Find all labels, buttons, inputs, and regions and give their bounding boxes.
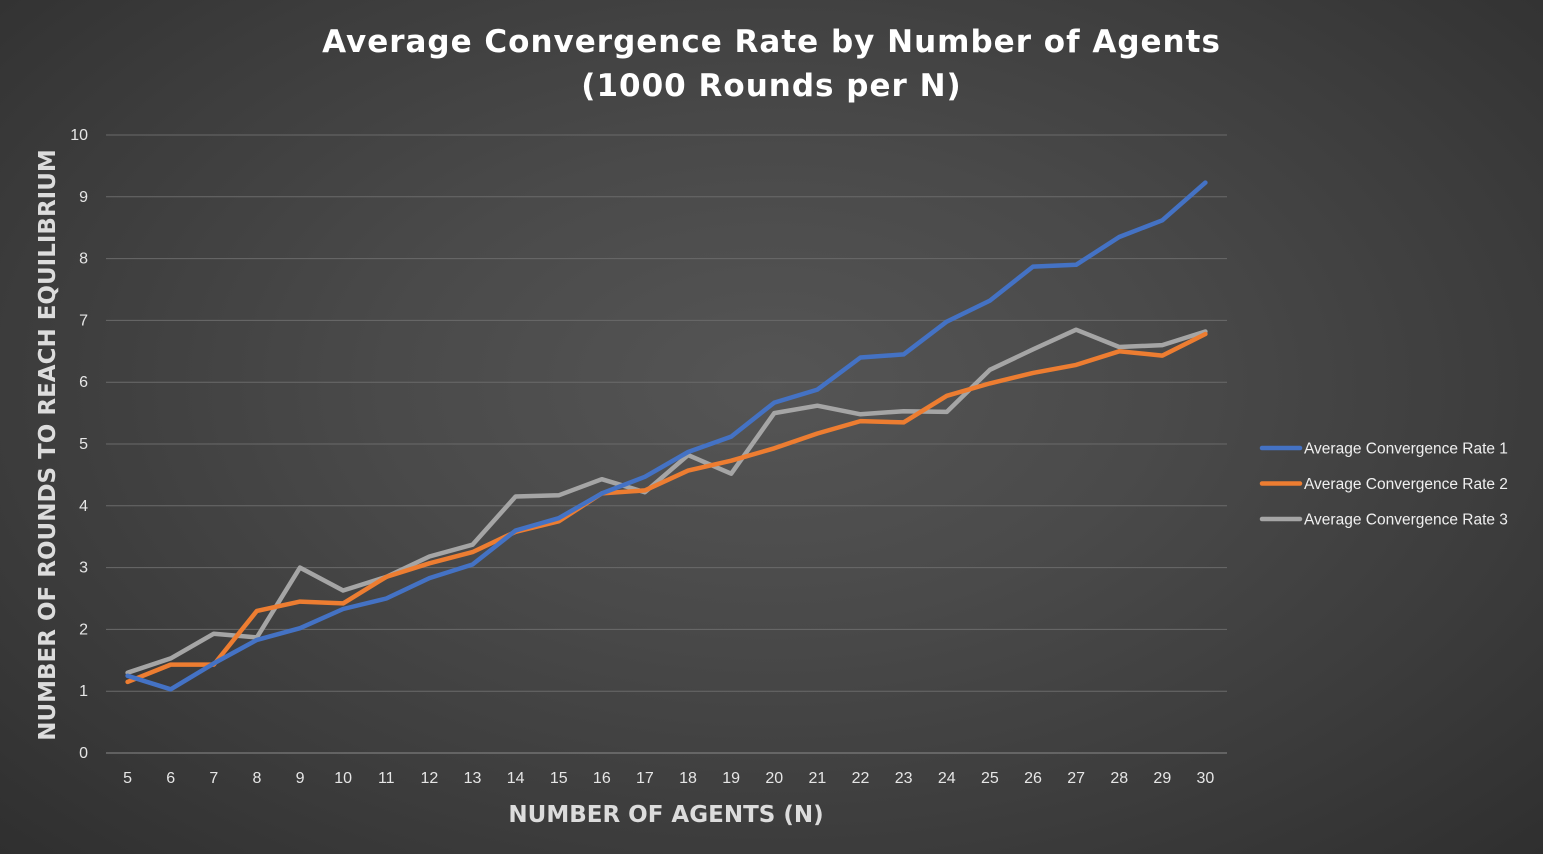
x-tick-label: 19: [722, 770, 740, 787]
x-tick-label: 29: [1153, 770, 1171, 787]
x-tick-label: 20: [765, 770, 783, 787]
x-tick-label: 18: [679, 770, 697, 787]
x-tick-label: 12: [420, 770, 438, 787]
legend-label: Average Convergence Rate 1: [1304, 441, 1508, 458]
x-tick-label: 25: [981, 770, 999, 787]
x-tick-label: 24: [938, 770, 956, 787]
legend-label: Average Convergence Rate 3: [1304, 512, 1508, 529]
x-tick-label: 17: [636, 770, 654, 787]
x-tick-label: 9: [296, 770, 305, 787]
x-tick-label: 22: [852, 770, 870, 787]
x-tick-label: 7: [209, 770, 218, 787]
x-tick-label: 6: [166, 770, 175, 787]
y-tick-label: 0: [79, 745, 88, 762]
y-tick-label: 3: [79, 560, 88, 577]
y-axis-title: NUMBER OF ROUNDS TO REACH EQUILIBRIUM: [35, 149, 61, 741]
legend-label: Average Convergence Rate 2: [1304, 476, 1508, 493]
legend: Average Convergence Rate 1 Average Conver…: [1259, 441, 1508, 529]
gridlines: [106, 134, 1227, 754]
series-lines: [125, 180, 1208, 692]
chart-subtitle: (1000 Rounds per N): [581, 68, 962, 104]
x-axis-title: NUMBER OF AGENTS (N): [508, 802, 823, 828]
x-tick-label: 8: [252, 770, 261, 787]
x-tick-label: 16: [593, 770, 611, 787]
y-axis-ticks: 0 1 2 3 4 5 6 7 8 9 10: [70, 127, 88, 762]
y-tick-label: 8: [79, 251, 88, 268]
y-tick-label: 10: [70, 127, 88, 144]
x-tick-label: 26: [1024, 770, 1042, 787]
y-tick-label: 7: [79, 312, 88, 329]
y-tick-label: 4: [79, 498, 88, 515]
x-axis-ticks: 5 6 7 8 9 10 11 12 13 14 15 16 17 18 19 20 21 22 23 24 25 26 2…: [123, 770, 1214, 787]
y-tick-label: 2: [79, 621, 88, 638]
x-tick-label: 30: [1197, 770, 1215, 787]
y-tick-label: 9: [79, 189, 88, 206]
chart-title: Average Convergence Rate by Number of Ag…: [322, 24, 1221, 60]
x-tick-label: 14: [507, 770, 525, 787]
x-tick-label: 5: [123, 770, 132, 787]
x-tick-label: 13: [464, 770, 482, 787]
x-tick-label: 28: [1110, 770, 1128, 787]
x-tick-label: 23: [895, 770, 913, 787]
x-tick-label: 15: [550, 770, 568, 787]
x-tick-label: 21: [809, 770, 827, 787]
series-line-1: [125, 180, 1208, 692]
y-tick-label: 6: [79, 374, 88, 391]
x-tick-label: 27: [1067, 770, 1085, 787]
x-tick-label: 11: [378, 770, 395, 787]
y-tick-label: 5: [79, 436, 88, 453]
x-tick-label: 10: [334, 770, 352, 787]
series-line-2: [125, 331, 1208, 685]
series-line-3: [125, 327, 1208, 675]
y-tick-label: 1: [79, 683, 88, 700]
